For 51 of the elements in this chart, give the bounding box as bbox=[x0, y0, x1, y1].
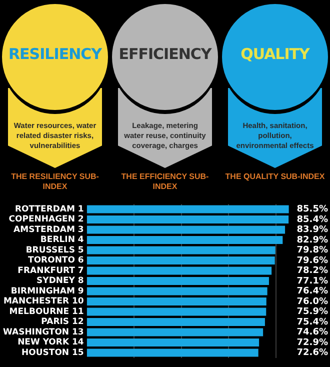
data-label: 75.4% bbox=[296, 317, 328, 328]
y-tick-label: PARIS 12 bbox=[41, 317, 84, 328]
data-label: 76.4% bbox=[296, 286, 328, 297]
y-tick-label: MELBOURNE 11 bbox=[9, 306, 84, 317]
y-tick-label: COPENHAGEN 2 bbox=[8, 214, 84, 225]
bar bbox=[86, 328, 264, 336]
data-label: 75.9% bbox=[296, 307, 328, 318]
y-tick-label: TORONTO 6 bbox=[28, 256, 84, 266]
bar bbox=[86, 298, 266, 306]
text: THE RESILIENCY SUB-INDEX bbox=[10, 172, 100, 192]
bar bbox=[86, 318, 265, 326]
bar bbox=[86, 266, 272, 275]
bar bbox=[86, 277, 269, 285]
bar bbox=[86, 308, 266, 316]
y-tick-label: WASHINGTON 13 bbox=[2, 327, 84, 338]
data-label: 78.2% bbox=[296, 266, 328, 276]
data-label: 77.1% bbox=[296, 276, 328, 286]
text: QUALITY bbox=[240, 45, 311, 63]
text: EFFICIENCY bbox=[118, 45, 213, 63]
bar bbox=[86, 215, 289, 224]
y-tick-label: SYDNEY 8 bbox=[36, 276, 84, 286]
text: RESILIENCY bbox=[8, 45, 103, 63]
data-label: 72.6% bbox=[296, 348, 328, 358]
y-tick-label: BERLIN 4 bbox=[40, 235, 84, 246]
text: THE EFFICIENCY SUB-INDEX bbox=[120, 172, 210, 192]
bar bbox=[86, 348, 258, 357]
bar bbox=[86, 246, 276, 254]
y-tick-label: AMSTERDAM 3 bbox=[14, 224, 84, 235]
data-label: 74.6% bbox=[296, 328, 328, 338]
y-tick-label: HOUSTON 15 bbox=[22, 348, 84, 358]
data-label: 85.5% bbox=[296, 204, 328, 215]
bar bbox=[86, 287, 268, 296]
text: THE QUALITY SUB-INDEX bbox=[225, 172, 325, 182]
data-label: 83.9% bbox=[296, 225, 328, 236]
y-tick-label: NEW YORK 14 bbox=[18, 338, 84, 348]
y-tick-label: MANCHESTER 10 bbox=[3, 296, 84, 307]
data-label: 72.9% bbox=[296, 338, 328, 348]
bar bbox=[86, 338, 260, 347]
data-label: 85.4% bbox=[296, 214, 328, 225]
y-tick-label: FRANKFURT 7 bbox=[18, 266, 84, 276]
bar bbox=[86, 205, 289, 214]
data-label: 76.0% bbox=[296, 296, 328, 307]
bar bbox=[86, 236, 283, 244]
data-label: 82.9% bbox=[296, 235, 328, 246]
y-tick-label: BRUSSELS 5 bbox=[26, 245, 84, 256]
y-tick-label: BIRMINGHAM 9 bbox=[10, 286, 84, 296]
data-label: 79.8% bbox=[296, 246, 328, 256]
y-tick-label: ROTTERDAM 1 bbox=[14, 204, 84, 214]
bar bbox=[86, 256, 275, 264]
bar bbox=[86, 226, 286, 234]
data-label: 79.6% bbox=[296, 256, 328, 266]
